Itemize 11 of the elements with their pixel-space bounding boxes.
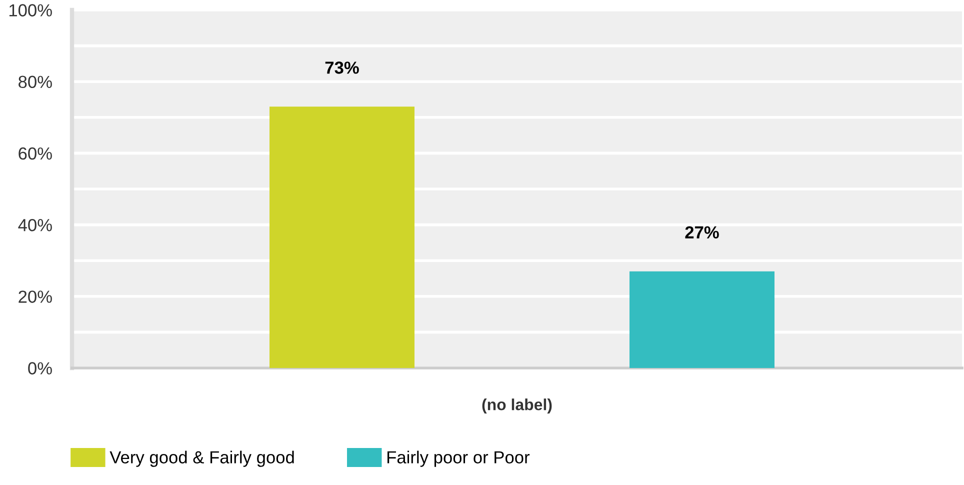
y-tick-label: 20% [18, 290, 52, 303]
y-tick-label: 0% [28, 362, 52, 374]
data-label: 73% [325, 62, 359, 74]
y-tick-label: 100% [9, 4, 52, 16]
x-tick-label: (no label) [482, 398, 552, 414]
y-tick-label: 60% [18, 147, 52, 160]
y-tick-label: 40% [18, 218, 52, 232]
legend-label: Very good & Fairly good [110, 450, 294, 467]
y-tick-label: 80% [18, 76, 52, 88]
legend-label: Fairly poor or Poor [387, 450, 530, 467]
data-label: 27% [685, 226, 719, 238]
